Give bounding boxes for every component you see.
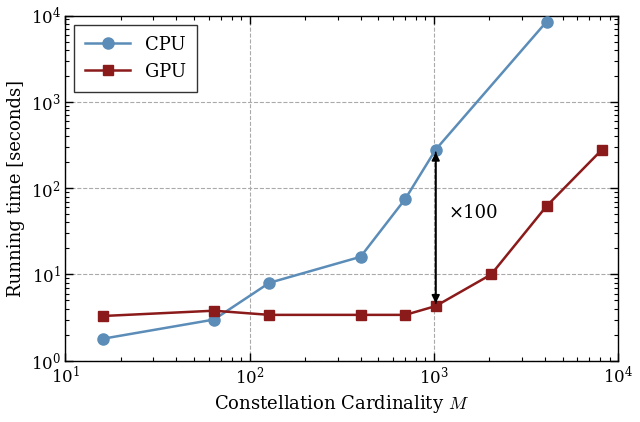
CPU — [401, 196, 409, 201]
GPU — [266, 312, 273, 317]
CPU — [543, 19, 550, 24]
GPU — [487, 272, 495, 277]
GPU — [432, 303, 440, 308]
GPU — [598, 147, 606, 152]
GPU — [356, 312, 364, 317]
CPU — [266, 280, 273, 285]
GPU — [543, 203, 550, 208]
GPU — [401, 312, 409, 317]
Y-axis label: Running time [seconds]: Running time [seconds] — [7, 80, 25, 297]
CPU — [99, 336, 107, 341]
Line: GPU: GPU — [98, 145, 607, 321]
Line: CPU: CPU — [97, 16, 552, 344]
CPU — [432, 147, 440, 152]
GPU — [210, 308, 218, 313]
CPU — [356, 254, 364, 260]
Text: ×100: ×100 — [449, 204, 499, 222]
GPU — [99, 314, 107, 319]
X-axis label: Constellation Cardinality $M$: Constellation Cardinality $M$ — [214, 393, 469, 415]
Legend: CPU, GPU: CPU, GPU — [74, 24, 197, 92]
CPU — [210, 317, 218, 322]
